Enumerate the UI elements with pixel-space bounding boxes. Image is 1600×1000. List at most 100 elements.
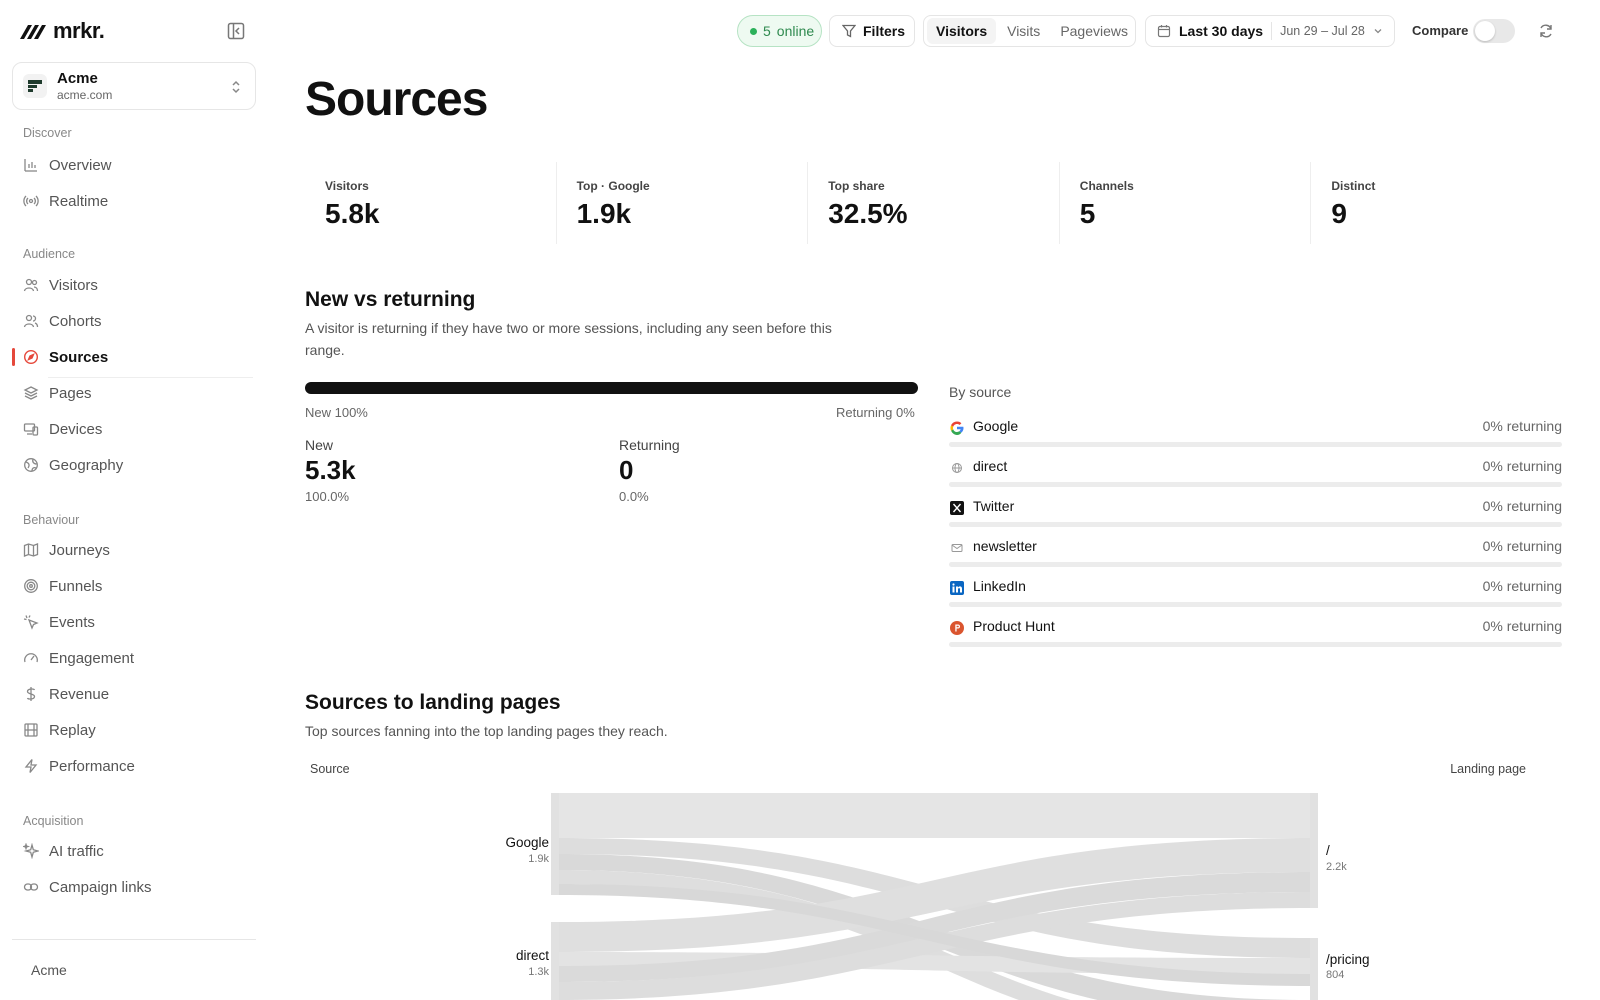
nav-section-audience: Audience xyxy=(23,247,76,261)
nav-item-devices[interactable]: Devices xyxy=(23,414,253,444)
source-returning: 0% returning xyxy=(1482,578,1562,594)
nav-item-label: Overview xyxy=(49,156,112,174)
linkedin-icon xyxy=(950,581,964,595)
sankey-flow-google-root xyxy=(559,793,1310,838)
mail-icon xyxy=(951,544,963,552)
nav-item-performance[interactable]: Performance xyxy=(23,751,253,781)
nav-item-label: Funnels xyxy=(49,577,103,595)
nav-item-events[interactable]: Events xyxy=(23,607,253,637)
page-title: Sources xyxy=(305,73,488,126)
source-returning: 0% returning xyxy=(1482,538,1562,554)
filters-button[interactable]: Filters xyxy=(829,15,915,47)
compare-toggle[interactable] xyxy=(1473,19,1515,43)
nav-section-acquisition: Acquisition xyxy=(23,814,84,828)
nav-item-label: Geography xyxy=(49,456,124,474)
logo[interactable]: mrkr. xyxy=(19,18,105,44)
workspace-switcher[interactable]: Acme acme.com xyxy=(12,62,256,110)
nav-item-engagement[interactable]: Engagement xyxy=(23,643,253,673)
section-description-landing: Top sources fanning into the top landing… xyxy=(305,723,668,739)
nav-item-funnels[interactable]: Funnels xyxy=(23,571,253,601)
nav-item-pages[interactable]: Pages xyxy=(23,378,253,408)
workspace-domain: acme.com xyxy=(57,88,113,102)
nav-item-geography[interactable]: Geography xyxy=(23,450,253,480)
metric-visits[interactable]: Visits xyxy=(1007,23,1041,39)
nav-item-ai-traffic[interactable]: AI traffic xyxy=(23,836,253,866)
source-returning-bar xyxy=(949,642,1562,647)
stat-value: 9 xyxy=(1331,198,1347,229)
sidebar-divider xyxy=(12,939,256,940)
source-returning: 0% returning xyxy=(1482,418,1562,434)
workspace-icon xyxy=(23,74,47,98)
nav-item-revenue[interactable]: Revenue xyxy=(23,679,253,709)
new-share-fill xyxy=(305,382,918,394)
source-row-google[interactable]: Google 0% returning xyxy=(949,418,1562,458)
filter-icon xyxy=(842,24,856,38)
sankey-flow-misc2 xyxy=(559,884,1310,986)
nav-item-label: Revenue xyxy=(49,685,110,703)
date-range-picker[interactable]: Last 30 days Jun 29 – Jul 28 xyxy=(1145,15,1395,47)
nav-section-behaviour: Behaviour xyxy=(23,513,80,527)
product-hunt-icon xyxy=(950,621,964,635)
source-name: Google xyxy=(973,418,1019,434)
stat-label: Top share xyxy=(828,179,885,193)
section-title-new-vs-returning: New vs returning xyxy=(305,288,476,311)
nav-item-label: Events xyxy=(49,613,95,631)
nav-item-visitors[interactable]: Visitors xyxy=(23,270,253,300)
refresh-icon[interactable] xyxy=(1537,22,1555,40)
sidebar-footer-workspace[interactable]: Acme xyxy=(31,962,67,978)
sankey-source-header: Source xyxy=(310,762,350,776)
sankey-landing-header: Landing page xyxy=(1450,762,1526,776)
metric-visitors[interactable]: Visitors xyxy=(927,18,997,44)
nav-item-replay[interactable]: Replay xyxy=(23,715,253,745)
date-range-separator xyxy=(1271,22,1273,40)
source-row-direct[interactable]: direct 0% returning xyxy=(949,458,1562,498)
bar-right-label: Returning 0% xyxy=(836,405,915,420)
bolt-icon xyxy=(24,759,38,773)
sankey-svg xyxy=(551,793,1318,1000)
nav-item-journeys[interactable]: Journeys xyxy=(23,535,253,565)
nav-item-label: Pages xyxy=(49,384,92,402)
sankey-page-value: 2.2k xyxy=(1326,861,1347,873)
stat-value: 5 xyxy=(1079,198,1096,229)
sankey-source-label: Google xyxy=(505,835,549,850)
online-count: 5 xyxy=(763,23,771,39)
nav-item-cohorts[interactable]: Cohorts xyxy=(23,306,253,336)
nav-item-label: Journeys xyxy=(49,541,110,559)
stat-value: 1.9k xyxy=(576,198,632,229)
nav-item-label: Replay xyxy=(49,721,96,739)
source-row-newsletter[interactable]: newsletter 0% returning xyxy=(949,538,1562,578)
nav-item-label: Engagement xyxy=(49,649,135,667)
workspace-name: Acme xyxy=(57,70,98,87)
source-returning: 0% returning xyxy=(1482,618,1562,634)
collapse-sidebar-icon[interactable] xyxy=(226,21,246,41)
sankey-node-direct xyxy=(551,922,559,1000)
users-icon xyxy=(23,278,39,292)
nav-item-label: Realtime xyxy=(49,192,109,210)
nav-item-campaign-links[interactable]: Campaign links xyxy=(23,872,253,902)
online-dot xyxy=(750,27,757,35)
sankey-page-label: / xyxy=(1326,843,1330,858)
nav-item-overview[interactable]: Overview xyxy=(23,150,253,180)
sankey-flow-misc1 xyxy=(559,892,1310,1000)
nav-item-realtime[interactable]: Realtime xyxy=(23,186,253,216)
nav-item-sources[interactable]: Sources xyxy=(23,342,253,372)
source-row-product-hunt[interactable]: Product Hunt 0% returning xyxy=(949,618,1562,658)
sankey-flow-direct-root xyxy=(559,838,1310,952)
nav-item-label: Campaign links xyxy=(49,878,152,896)
link-icon xyxy=(23,883,39,891)
logo-mark-icon xyxy=(20,25,46,39)
source-returning: 0% returning xyxy=(1482,498,1562,514)
new-vs-returning-bar xyxy=(305,382,918,394)
sankey-flows xyxy=(551,793,1318,1000)
nav-item-label: Visitors xyxy=(49,276,98,294)
metric-pageviews[interactable]: Pageviews xyxy=(1060,23,1129,39)
source-row-linkedin[interactable]: LinkedIn 0% returning xyxy=(949,578,1562,618)
returning-label: Returning xyxy=(619,437,680,453)
online-indicator[interactable]: 5 online xyxy=(737,15,822,47)
source-row-twitter[interactable]: Twitter 0% returning xyxy=(949,498,1562,538)
toggle-knob xyxy=(1475,21,1495,41)
stat-top-share: Top share 32.5% xyxy=(807,162,1059,244)
bar-chart-icon xyxy=(24,159,37,172)
sankey-chart: Source Landing page Google 1.9k direct 1… xyxy=(305,762,1562,1000)
returning-pct: 0.0% xyxy=(619,489,649,504)
